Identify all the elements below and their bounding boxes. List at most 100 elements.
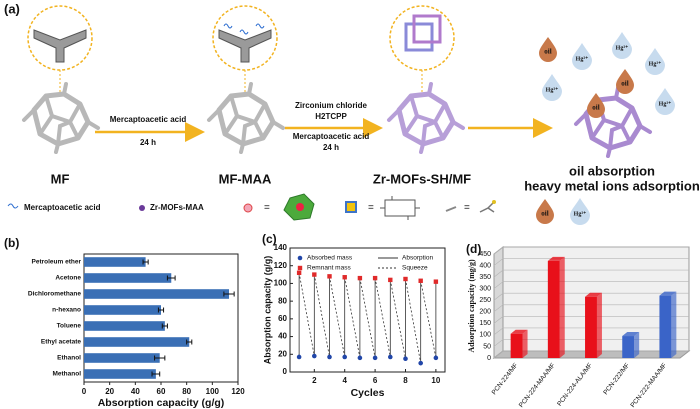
error-whisker (157, 307, 165, 313)
y-tick-label: 40 (278, 332, 287, 341)
y-tick-label: Ethanol (57, 355, 81, 362)
y-tick-label: 50 (483, 343, 491, 350)
bar-top (510, 329, 528, 334)
legend-text: Mercaptoacetic acid (24, 203, 101, 212)
error-bar (154, 355, 166, 361)
y-tick-label: 120 (274, 261, 288, 270)
grid-line (493, 246, 689, 255)
marker (403, 356, 408, 362)
legend-label: Remnant mass (307, 265, 351, 272)
marker (372, 355, 378, 361)
panel-label: (b) (4, 236, 19, 250)
legend-text: Zr-MOFs-MAA (150, 203, 204, 212)
marker (388, 277, 393, 283)
molecule-icon (380, 196, 420, 220)
error-whisker (151, 371, 161, 377)
y-tick-label: 0 (487, 355, 491, 362)
marker (357, 275, 363, 281)
bar (84, 353, 160, 363)
x-tick-label: 8 (403, 376, 408, 385)
grid-line (493, 327, 689, 336)
legend-label: Squeeze (402, 265, 428, 272)
bar-side (596, 292, 602, 358)
legend-label: Absorption (402, 255, 433, 262)
x-tick-label: PCN-222/MF (602, 362, 631, 396)
bar-side (671, 291, 677, 358)
error-whisker (161, 323, 168, 329)
stage-label: MF-MAA (219, 171, 272, 186)
squeeze-connector (344, 277, 361, 358)
x-tick-label: 2 (312, 376, 317, 385)
grid-line (493, 316, 689, 324)
equals: = (264, 203, 270, 214)
x-axis-label: Absorption capacity (g/g) (98, 397, 225, 409)
outcome: oil absorption (569, 163, 655, 178)
error-bar (142, 259, 149, 265)
plot-frame (289, 247, 446, 373)
step-text: Zirconium chloride (295, 101, 368, 110)
y-tick-label: 300 (479, 286, 491, 293)
equals: = (464, 203, 470, 214)
y-tick-label: 400 (479, 262, 491, 269)
foam (389, 84, 463, 152)
y-tick-label: n-hexano (52, 307, 81, 314)
squeeze-connector (298, 272, 315, 357)
marker (433, 355, 439, 361)
marker (403, 276, 408, 282)
stage-label: MF (51, 171, 70, 186)
drop-label: oil (592, 104, 599, 112)
x-tick-label: 4 (342, 376, 347, 385)
error-whisker (223, 291, 235, 297)
zoom-zrmof (389, 5, 463, 152)
squeeze-connector (420, 280, 437, 358)
grid-line (493, 304, 689, 313)
squeeze-connector (329, 276, 346, 358)
x-tick-label: PCN-222-MAA/MF (629, 362, 668, 409)
x-tick-label: 6 (373, 376, 378, 385)
grid-line (493, 258, 689, 266)
panel-label: (d) (466, 242, 481, 256)
marker (327, 354, 332, 360)
y-tick-label: 450 (479, 251, 491, 258)
error-bar (223, 291, 235, 297)
y-tick-label: 200 (479, 309, 491, 316)
bar (659, 291, 677, 358)
strut (218, 29, 272, 63)
step-text: 24 h (323, 143, 339, 152)
grid-line (493, 292, 689, 301)
y-tick-label: 60 (278, 314, 287, 323)
y-tick-label: 350 (479, 274, 491, 281)
drop-label: Hg²⁺ (576, 55, 589, 62)
marker (418, 278, 423, 283)
x-tick-label: 40 (131, 387, 140, 396)
drop-label: Hg²⁺ (574, 210, 587, 217)
squeeze-connector (359, 278, 376, 358)
cluster-core (296, 203, 304, 211)
y-tick-label: Petroleum ether (32, 259, 82, 266)
drops: oil oil oil Hg²⁺ Hg²⁺ Hg²⁺ Hg²⁺ Hg²⁺ (539, 32, 675, 118)
error-whisker (142, 259, 149, 265)
y-tick-label: 0 (283, 367, 288, 376)
bar (585, 292, 602, 358)
x-axis-label: Cycles (351, 387, 385, 399)
step-text: Mercaptoacetic acid (110, 115, 187, 124)
marker (357, 355, 363, 361)
drop-label: Hg²⁺ (546, 86, 559, 93)
x-tick-label: 100 (206, 387, 220, 396)
legend-marker (297, 265, 303, 271)
marker (327, 274, 332, 279)
outcome: heavy metal ions adsorption (524, 178, 700, 193)
marker (433, 279, 439, 284)
zoom-mfmaa (209, 5, 283, 152)
drop-label: Hg²⁺ (616, 44, 629, 51)
molecule-icon (479, 201, 495, 213)
bar-top (622, 332, 640, 337)
marker (372, 275, 378, 281)
y-tick-label: 20 (278, 349, 287, 358)
bar-top (659, 291, 677, 296)
bar-side (634, 332, 640, 358)
error-bar (151, 371, 161, 377)
squiggles (223, 23, 265, 35)
cube (404, 22, 434, 52)
